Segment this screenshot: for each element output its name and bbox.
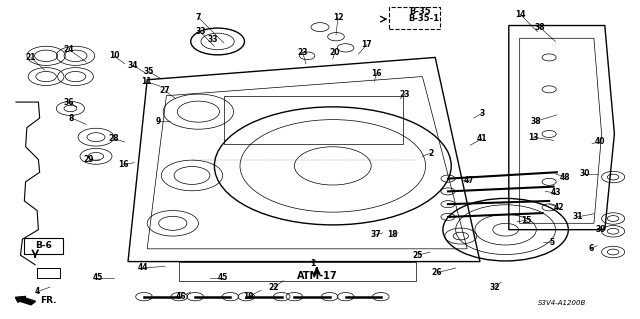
Text: 42: 42 — [554, 203, 564, 212]
Text: 28: 28 — [109, 134, 119, 143]
Text: 5: 5 — [550, 238, 555, 247]
Text: 48: 48 — [560, 173, 570, 182]
Text: 3: 3 — [479, 109, 484, 118]
Text: 36: 36 — [64, 98, 74, 107]
Text: 25: 25 — [413, 251, 423, 260]
Text: 23: 23 — [298, 48, 308, 57]
Text: 38: 38 — [531, 117, 541, 126]
Text: 47: 47 — [464, 176, 474, 185]
Text: 21: 21 — [26, 53, 36, 62]
Text: 15: 15 — [522, 216, 532, 225]
Text: 14: 14 — [515, 10, 525, 19]
Bar — [24, 238, 63, 254]
Bar — [389, 7, 440, 29]
Text: 16: 16 — [118, 160, 129, 169]
Text: 8: 8 — [69, 114, 74, 122]
Text: 26: 26 — [432, 268, 442, 277]
Text: 46: 46 — [176, 292, 186, 301]
Text: 33: 33 — [195, 27, 205, 36]
Text: 13: 13 — [528, 133, 538, 142]
Text: 39: 39 — [595, 225, 605, 234]
Text: 10: 10 — [109, 51, 119, 60]
Text: 24: 24 — [64, 45, 74, 54]
Text: ATM-17: ATM-17 — [296, 271, 337, 281]
Text: 41: 41 — [477, 134, 487, 143]
Text: B-35-1: B-35-1 — [408, 14, 440, 23]
Text: 40: 40 — [595, 137, 605, 146]
Text: 30: 30 — [579, 169, 589, 178]
Text: FR.: FR. — [40, 296, 56, 305]
Text: 34: 34 — [128, 61, 138, 70]
Text: 9: 9 — [156, 117, 161, 126]
Text: 22: 22 — [269, 283, 279, 292]
Text: 29: 29 — [83, 155, 93, 164]
Text: 37: 37 — [371, 230, 381, 239]
Text: 19: 19 — [243, 292, 253, 301]
Text: 18: 18 — [387, 230, 397, 239]
Text: 6: 6 — [588, 244, 593, 253]
Text: 23: 23 — [400, 90, 410, 99]
Bar — [37, 268, 60, 278]
Text: 45: 45 — [93, 273, 103, 282]
Text: 20: 20 — [330, 48, 340, 57]
Text: S3V4-A1200B: S3V4-A1200B — [538, 300, 586, 306]
Text: 35: 35 — [144, 67, 154, 76]
Text: 2: 2 — [428, 149, 433, 158]
Text: B-35: B-35 — [410, 7, 431, 16]
Text: 45: 45 — [218, 273, 228, 282]
Text: 17: 17 — [362, 40, 372, 49]
FancyArrow shape — [15, 296, 36, 305]
Text: 4: 4 — [35, 287, 40, 296]
Text: 43: 43 — [550, 189, 561, 197]
Text: B-6: B-6 — [35, 241, 52, 250]
Text: 1: 1 — [310, 259, 315, 268]
Text: 31: 31 — [573, 212, 583, 221]
Text: 27: 27 — [160, 86, 170, 95]
Text: 33: 33 — [208, 35, 218, 44]
Text: 7: 7 — [196, 13, 201, 22]
Text: 32: 32 — [490, 283, 500, 292]
Text: 12: 12 — [333, 13, 343, 22]
Text: 44: 44 — [138, 263, 148, 272]
Text: 11: 11 — [141, 77, 151, 86]
Text: 16: 16 — [371, 69, 381, 78]
Text: 38: 38 — [534, 23, 545, 32]
